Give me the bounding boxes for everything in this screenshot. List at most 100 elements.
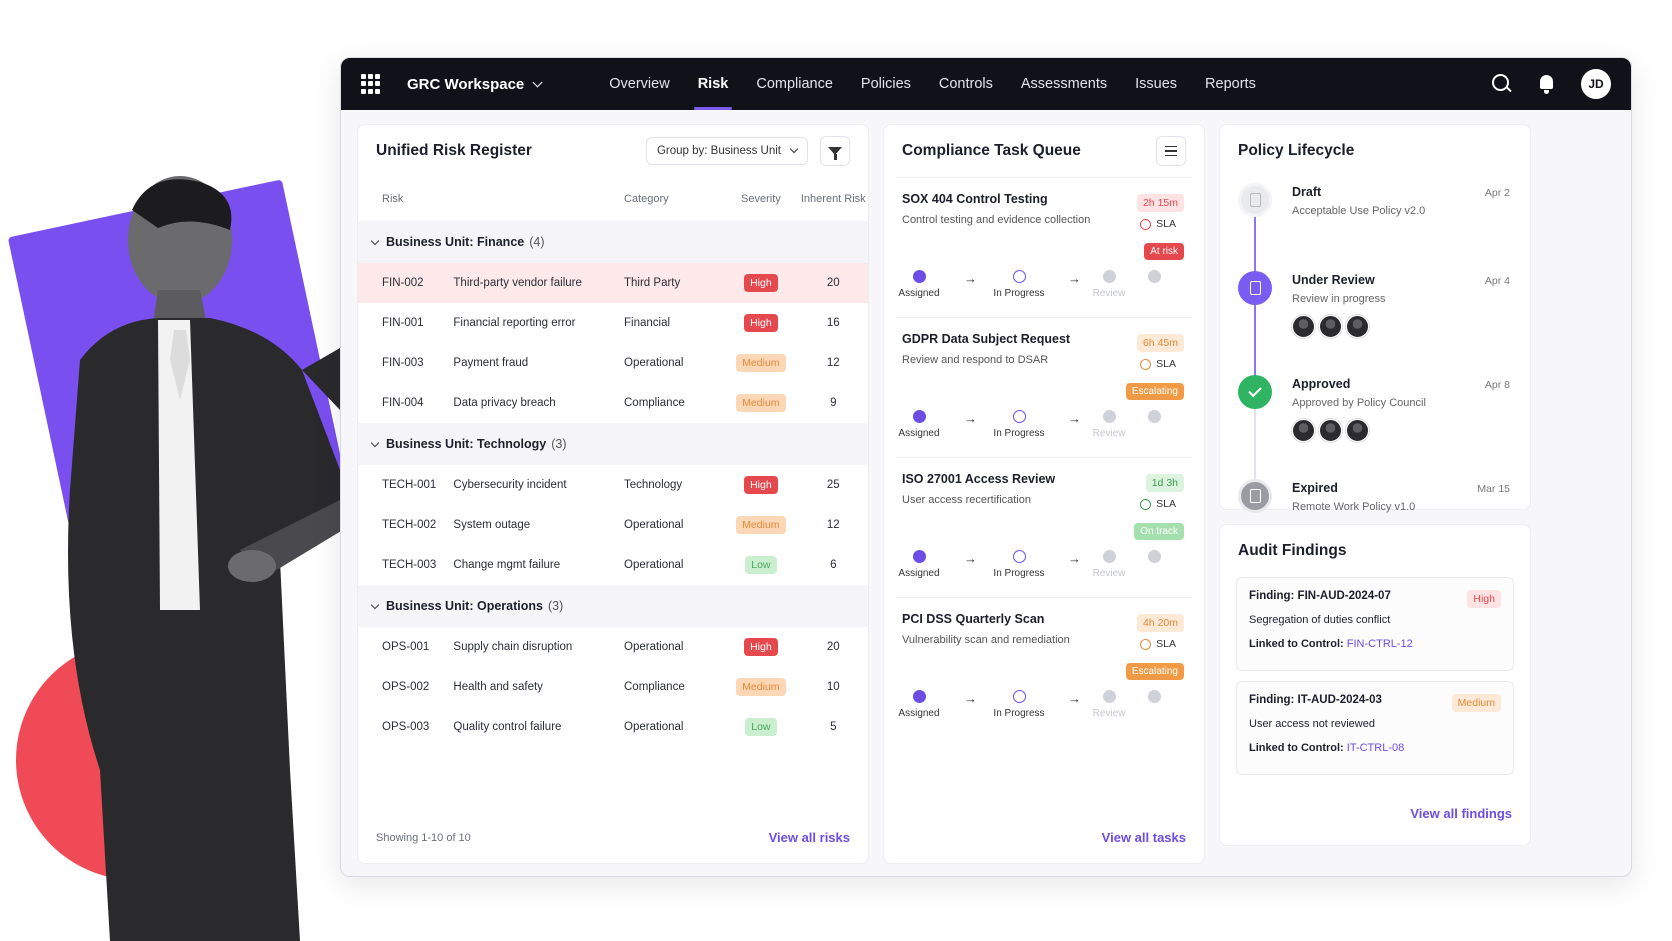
risk-id: FIN-004 [382,397,424,409]
stage-approved[interactable]: Approved Approved by Policy Council Apr … [1236,373,1514,477]
status-badge: Escalating [1125,383,1184,400]
risk-row[interactable]: FIN-002 Third-party vendor failure Third P… [358,263,868,303]
workflow-steps: Assigned In Progress Review → → [898,270,1186,304]
workflow-step: Review [1074,410,1144,439]
risk-row[interactable]: TECH-001 Cybersecurity incident Technology… [358,465,868,505]
approver-avatar[interactable] [1319,419,1342,442]
time-remaining-badge: 2h 15m [1136,194,1184,212]
step-dot [1102,410,1116,423]
risk-row[interactable]: OPS-003 Quality control failure Operationa… [358,707,868,747]
risk-group-header[interactable]: Business Unit: Finance (4) [358,221,868,263]
risk-name: Supply chain disruption [453,641,573,653]
workflow-step: In Progress [984,410,1054,439]
col-inherent-risk: Inherent Risk [800,193,866,205]
control-link[interactable]: FIN-CTRL-12 [1346,638,1413,650]
risk-row[interactable]: FIN-004 Data privacy breach Compliance Medi… [358,383,868,423]
time-remaining-badge: 6h 45m [1136,334,1184,352]
tab-policies[interactable]: Policies [860,76,911,92]
step-label: Assigned [898,708,940,719]
risk-id: OPS-001 [382,641,430,653]
approver-avatar[interactable] [1346,419,1369,442]
group-name: Business Unit: Technology [386,437,547,451]
risk-row[interactable]: FIN-001 Financial reporting error Financia… [358,303,868,343]
risk-id: OPS-002 [382,681,430,693]
reviewer-avatar[interactable] [1319,315,1342,338]
risk-category: Operational [624,519,684,531]
workflow-step: Review [1074,270,1144,299]
risk-row[interactable]: TECH-003 Change mgmt failure Operational Lo… [358,545,868,585]
filter-button[interactable] [820,136,850,166]
arrow-right-icon: → [1068,551,1081,566]
tab-assessments[interactable]: Assessments [1020,76,1108,92]
risk-severity: High [723,638,798,656]
group-by-select[interactable]: Group by: Business Unit [645,137,808,165]
sla-indicator: SLA [1140,358,1176,370]
policy-timeline: Draft Acceptable Use Policy v2.0 Apr 2 U… [1236,181,1514,537]
risk-row[interactable]: OPS-001 Supply chain disruption Operationa… [358,627,868,667]
view-all-findings-link[interactable]: View all findings [1410,806,1512,821]
finding-card[interactable]: Finding: IT-AUD-2024-03 Medium User acce… [1236,681,1514,775]
severity-badge: High [744,274,778,292]
audit-panel-footer: View all findings [1410,805,1512,823]
risk-name: Data privacy breach [453,397,556,409]
risk-severity: Medium [723,394,798,412]
filter-funnel-icon [828,147,842,160]
workspace-switcher[interactable]: GRC Workspace [407,76,543,93]
tab-issues[interactable]: Issues [1135,76,1178,92]
task-card[interactable]: GDPR Data Subject Request Review and resp… [896,317,1192,457]
reviewer-avatar[interactable] [1346,315,1369,338]
severity-badge: Medium [736,678,786,696]
view-all-risks-link[interactable]: View all risks [768,830,850,845]
approver-avatar[interactable] [1292,419,1315,442]
tab-overview[interactable]: Overview [609,76,670,92]
view-all-tasks-link[interactable]: View all tasks [1101,830,1186,845]
risk-row[interactable]: FIN-003 Payment fraud Operational Medium 12 [358,343,868,383]
risk-group-header[interactable]: Business Unit: Technology (3) [358,423,868,465]
clock-icon [1140,358,1152,370]
linked-control: Linked to Control: IT-CTRL-08 [1249,742,1501,754]
tab-compliance[interactable]: Compliance [756,76,833,92]
workflow-steps: Assigned In Progress Review → → [898,550,1186,584]
inherent-risk-score: 12 [826,519,840,531]
arrow-right-icon: → [964,551,977,566]
search-icon[interactable] [1489,72,1513,96]
risk-severity: Low [723,556,798,574]
risk-name: Financial reporting error [453,317,576,329]
arrow-right-icon: → [1068,271,1081,286]
step-dot [1012,690,1026,703]
chevron-down-icon [370,236,380,245]
sliders-icon [1165,145,1177,148]
risk-panel-title: Unified Risk Register [376,142,532,159]
task-title: PCI DSS Quarterly Scan [902,612,1045,626]
task-card[interactable]: PCI DSS Quarterly Scan Vulnerability scan… [896,597,1192,737]
tab-controls[interactable]: Controls [938,76,993,92]
severity-badge: Medium [1451,694,1501,712]
sla-label: SLA [1156,358,1176,370]
finding-card[interactable]: Finding: FIN-AUD-2024-07 High Segregatio… [1236,577,1514,671]
risk-row[interactable]: TECH-002 System outage Operational Medium 12 [358,505,868,545]
reviewer-avatar[interactable] [1292,315,1315,338]
risk-id: TECH-001 [382,479,437,491]
inherent-risk-score: 9 [830,397,837,409]
task-title: ISO 27001 Access Review [902,472,1056,486]
risk-group-header[interactable]: Business Unit: Operations (3) [358,585,868,627]
task-card[interactable]: ISO 27001 Access Review User access recer… [896,457,1192,597]
risk-row[interactable]: OPS-002 Health and safety Compliance Medium… [358,667,868,707]
workflow-steps: Assigned In Progress Review → → [898,410,1186,444]
status-badge: At risk [1144,243,1184,260]
arrow-right-icon: → [1068,691,1081,706]
notifications-bell-icon[interactable] [1535,72,1559,96]
stage-under-review[interactable]: Under Review Review in progress Apr 4 [1236,269,1514,373]
task-card[interactable]: SOX 404 Control Testing Control testing a… [896,177,1192,317]
tab-risk[interactable]: Risk [684,58,743,110]
user-avatar[interactable]: JD [1581,69,1611,99]
tab-reports[interactable]: Reports [1205,76,1256,92]
queue-settings-button[interactable] [1156,136,1186,166]
document-icon [1238,271,1272,305]
compliance-task-queue-panel: Compliance Task Queue SOX 404 Control Te… [883,124,1205,864]
linked-control-label: Linked to Control: [1249,638,1344,650]
control-link[interactable]: IT-CTRL-08 [1346,742,1405,754]
stage-expired[interactable]: Expired Remote Work Policy v1.0 Mar 15 [1236,477,1514,537]
app-grid-icon[interactable] [361,74,381,94]
stage-draft[interactable]: Draft Acceptable Use Policy v2.0 Apr 2 [1236,181,1514,269]
